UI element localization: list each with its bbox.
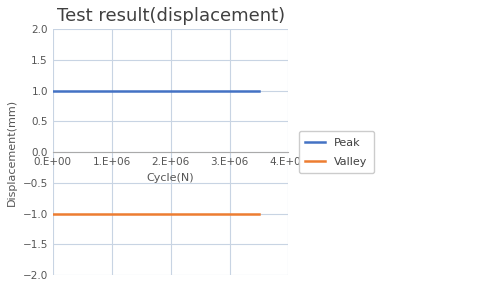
X-axis label: Cycle(N): Cycle(N): [147, 173, 194, 183]
Y-axis label: Displacement(mm): Displacement(mm): [7, 98, 17, 206]
Legend: Peak, Valley: Peak, Valley: [299, 131, 374, 173]
Title: Test result(displacement): Test result(displacement): [57, 7, 285, 25]
